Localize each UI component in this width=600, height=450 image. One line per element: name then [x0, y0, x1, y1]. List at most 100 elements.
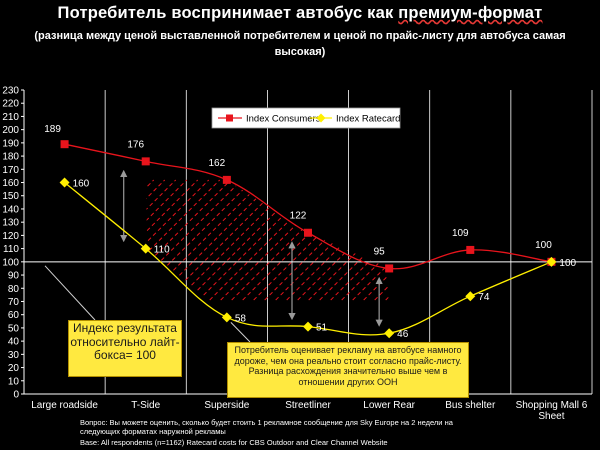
series-line-index-ratecard — [64, 182, 552, 336]
hatch-line — [419, 180, 539, 300]
y-tick-label: 140 — [2, 204, 19, 215]
y-tick-label: 90 — [8, 271, 20, 282]
y-tick-label: 0 — [13, 390, 19, 401]
data-label-index-consumers: 189 — [44, 124, 61, 135]
x-tick-label: Superside — [204, 400, 249, 411]
hatch-line — [463, 180, 583, 300]
y-tick-label: 180 — [2, 152, 19, 163]
y-tick-label: 170 — [2, 165, 19, 176]
y-tick-label: 230 — [2, 86, 19, 97]
data-label-index-ratecard: 110 — [154, 245, 170, 256]
data-label-index-ratecard: 46 — [397, 329, 409, 340]
hatch-line — [264, 179, 386, 301]
hatch-line — [352, 179, 390, 301]
hatch-line — [145, 179, 232, 301]
data-label-index-ratecard: 51 — [316, 323, 328, 334]
callout-difference-note: Потребитель оценивает рекламу на автобус… — [227, 342, 469, 398]
hatch-line — [562, 180, 600, 300]
hatch-line — [242, 179, 364, 301]
hatch-line — [253, 179, 375, 301]
y-tick-label: 220 — [2, 99, 19, 110]
x-tick-label: Shopping Mall 6 — [516, 400, 588, 411]
data-label-index-consumers: 109 — [452, 228, 469, 239]
x-tick-label: Bus shelter — [445, 400, 496, 411]
point-index-ratecard — [221, 312, 232, 323]
title-underlined-text: премиум-формат — [398, 4, 543, 22]
hatch-line — [145, 179, 210, 301]
hatch-line — [551, 180, 600, 300]
y-tick-label: 40 — [8, 337, 20, 348]
hatch-line — [297, 179, 390, 301]
y-tick-label: 150 — [2, 191, 19, 202]
hatch-line — [220, 179, 342, 301]
x-tick-label: Streetliner — [285, 400, 331, 411]
point-index-ratecard — [546, 256, 557, 267]
y-tick-label: 190 — [2, 138, 19, 149]
hatch-line — [145, 179, 243, 301]
point-index-consumers — [60, 140, 69, 149]
data-label-index-consumers: 95 — [374, 246, 386, 257]
question-footnote: Вопрос: Вы можете оценить, сколько будет… — [80, 418, 453, 436]
hatch-line — [430, 180, 550, 300]
title-text: Потребитель воспринимает автобус как — [57, 4, 399, 22]
x-tick-label: Large roadside — [31, 400, 98, 411]
hatch-line — [518, 180, 600, 300]
hatch-line — [363, 179, 390, 301]
y-tick-label: 10 — [8, 376, 20, 387]
data-label-index-ratecard: 74 — [478, 292, 490, 303]
hatch-line — [145, 179, 177, 301]
data-label-index-consumers: 176 — [127, 139, 144, 150]
hatch-line — [374, 179, 390, 301]
y-tick-label: 160 — [2, 178, 19, 189]
data-label-index-consumers: 100 — [535, 240, 552, 251]
legend-label-index-ratecard: Index Ratecard — [336, 114, 400, 125]
hatch-line — [408, 180, 528, 300]
hatch-line — [507, 180, 600, 300]
legend-label-index-consumers: Index Consumers — [246, 114, 321, 125]
hatch-line — [385, 179, 390, 301]
hatch-line — [12, 180, 132, 300]
y-tick-label: 80 — [8, 284, 20, 295]
point-index-consumers — [222, 175, 231, 184]
hatch-line — [330, 179, 390, 301]
hatch-line — [145, 179, 254, 301]
data-label-index-consumers: 122 — [290, 211, 307, 222]
hatch-line — [397, 180, 517, 300]
y-tick-label: 200 — [2, 125, 19, 136]
data-label-index-ratecard: 58 — [235, 313, 247, 324]
point-index-consumers — [304, 228, 312, 237]
y-tick-label: 120 — [2, 231, 19, 242]
hatch-line — [145, 179, 166, 301]
hatch-line — [286, 179, 390, 301]
series-line-index-consumers — [64, 143, 552, 270]
y-tick-label: 130 — [2, 218, 19, 229]
hatch-line — [452, 180, 572, 300]
hatch-line — [474, 180, 594, 300]
data-label-index-consumers: 162 — [209, 158, 226, 169]
chart-title: Потребитель воспринимает автобус как пре… — [0, 4, 600, 23]
base-footnote: Base: All respondents (n=1162) Ratecard … — [80, 438, 388, 447]
y-tick-label: 210 — [2, 112, 19, 123]
y-tick-label: 30 — [8, 350, 20, 361]
hatch-line — [145, 179, 188, 301]
point-index-ratecard — [303, 321, 313, 332]
hatch-line — [209, 179, 331, 301]
hatch-line — [187, 179, 309, 301]
hatch-line — [145, 179, 265, 301]
callout-index-note: Индекс результата относительно лайт-бокс… — [68, 320, 182, 377]
callout-left-pointer — [44, 265, 96, 321]
y-tick-label: 110 — [3, 244, 19, 255]
hatch-line — [308, 179, 390, 301]
hatch-line — [145, 179, 221, 301]
data-label-index-ratecard: 100 — [559, 258, 576, 269]
y-tick-label: 50 — [8, 323, 20, 334]
hatch-line — [176, 179, 298, 301]
difference-hatching — [12, 179, 600, 301]
point-index-ratecard — [59, 177, 70, 188]
hatch-line — [573, 180, 600, 300]
chart-subtitle: (разница между ценой выставленной потреб… — [34, 30, 566, 58]
point-index-ratecard — [384, 328, 395, 339]
hatch-line — [145, 179, 199, 301]
hatch-line — [275, 179, 390, 301]
point-index-ratecard — [465, 291, 476, 302]
